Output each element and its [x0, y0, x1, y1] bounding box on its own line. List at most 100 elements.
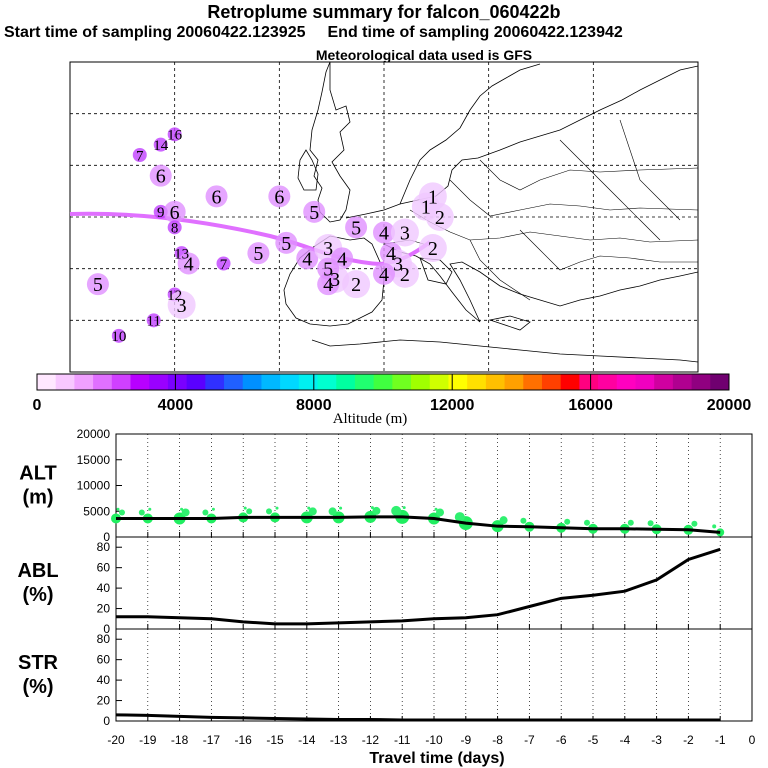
day-label: 7	[136, 148, 144, 164]
altitude-point	[328, 507, 337, 516]
y-tick-label: 0	[103, 714, 110, 728]
y-tick-label: 60	[97, 653, 111, 667]
y-tick-label: 40	[97, 581, 111, 595]
colorbar-cell	[635, 374, 655, 390]
day-label: 10	[111, 329, 126, 345]
x-tick-label: -1	[715, 733, 726, 747]
colorbar-cell	[504, 374, 524, 390]
colorbar-cell	[242, 374, 262, 390]
altitude-point	[275, 506, 279, 510]
colorbar-cell	[354, 374, 375, 390]
day-label: 4	[379, 264, 389, 286]
colorbar-tick-label: 8000	[296, 397, 332, 414]
day-label: 5	[281, 233, 291, 255]
colorbar-cell	[467, 374, 487, 390]
colorbar-cell	[560, 374, 580, 390]
africa-coast	[311, 339, 699, 363]
series-line-abl	[116, 547, 721, 626]
border-line	[559, 139, 661, 241]
plume-cluster	[425, 203, 454, 231]
colorbar-cell	[74, 374, 94, 390]
colorbar-cell	[130, 374, 150, 390]
altitude-point	[402, 506, 406, 510]
day-label: 5	[323, 259, 333, 281]
y-tick-label: 0	[103, 622, 110, 636]
colorbar-cell	[93, 374, 113, 390]
y-tick-label: 20	[97, 694, 111, 708]
x-axis-label: Travel time (days)	[369, 750, 504, 767]
altitude-point	[712, 524, 717, 529]
plume-cluster	[149, 164, 172, 187]
day-label: 3	[177, 295, 187, 317]
series-line-alt	[116, 515, 721, 534]
x-tick-label: -4	[619, 733, 630, 747]
day-label: 1	[421, 197, 431, 219]
plume-cluster	[296, 247, 319, 270]
panel-yunit: (m)	[22, 487, 53, 509]
altitude-point	[454, 512, 465, 523]
colorbar-cell	[485, 374, 506, 390]
y-tick-label: 10000	[77, 479, 111, 493]
y-tick-label: 0	[103, 530, 110, 544]
x-tick-label: -9	[460, 733, 471, 747]
plume-cluster	[342, 270, 371, 299]
altitude-point	[436, 508, 444, 517]
britain-outline	[309, 61, 351, 223]
x-tick-label: -17	[203, 733, 221, 747]
day-label: 4	[323, 274, 333, 296]
plume-cluster	[153, 137, 168, 152]
altitude-point	[584, 519, 590, 526]
y-tick-label: 5000	[83, 504, 110, 518]
altitude-point	[243, 506, 247, 510]
day-label: 4	[337, 248, 347, 270]
colorbar-cell	[37, 374, 57, 390]
x-tick-label: 0	[749, 733, 756, 747]
day-label: 3	[393, 254, 403, 276]
colorbar-cell	[691, 374, 711, 390]
y-tick-label: 80	[97, 540, 111, 554]
altitude-point	[370, 506, 374, 510]
panel-frame	[115, 628, 753, 722]
altitude-point	[181, 508, 190, 517]
day-label: 12	[167, 288, 182, 304]
altitude-point	[211, 507, 215, 511]
plume-cluster	[146, 313, 161, 328]
plume-cluster	[317, 257, 340, 280]
panel-ylabel: ALT	[19, 463, 56, 485]
x-tick-label: -13	[330, 733, 348, 747]
border-line	[619, 119, 681, 221]
plume-cluster	[268, 185, 291, 208]
colorbar-cell	[541, 374, 562, 390]
colorbar-tick-label: 0	[33, 397, 42, 414]
day-label: 2	[435, 207, 445, 229]
day-label: 2	[428, 238, 438, 260]
plume-cluster	[373, 262, 395, 285]
colorbar-cell	[598, 374, 618, 390]
y-tick-label: 80	[97, 632, 111, 646]
plume-cluster	[167, 220, 182, 235]
x-tick-label: -6	[556, 733, 567, 747]
x-tick-label: -15	[266, 733, 284, 747]
plume-cluster	[390, 218, 419, 247]
day-label: 2	[400, 264, 410, 286]
plume-cluster	[345, 216, 368, 239]
mediterranean-north-coast	[383, 243, 699, 323]
altitude-point	[307, 506, 311, 510]
altitude-point	[391, 505, 402, 516]
plume-cluster	[167, 127, 182, 142]
day-label: 7	[220, 257, 228, 273]
day-label: 8	[171, 221, 179, 237]
colorbar-cell	[111, 374, 132, 390]
day-label: 3	[330, 269, 340, 291]
panel-alt: 20000 15000 10000 5000 0 ALT(m)	[19, 427, 753, 544]
iberia-outline	[283, 235, 385, 327]
colorbar-cell	[654, 374, 674, 390]
day-label: 6	[156, 166, 166, 188]
plume-cluster	[132, 148, 147, 162]
colorbar-cell	[205, 374, 225, 390]
altitude-point	[180, 507, 184, 511]
altitude-point	[520, 517, 527, 524]
x-tick-label: -5	[588, 733, 599, 747]
